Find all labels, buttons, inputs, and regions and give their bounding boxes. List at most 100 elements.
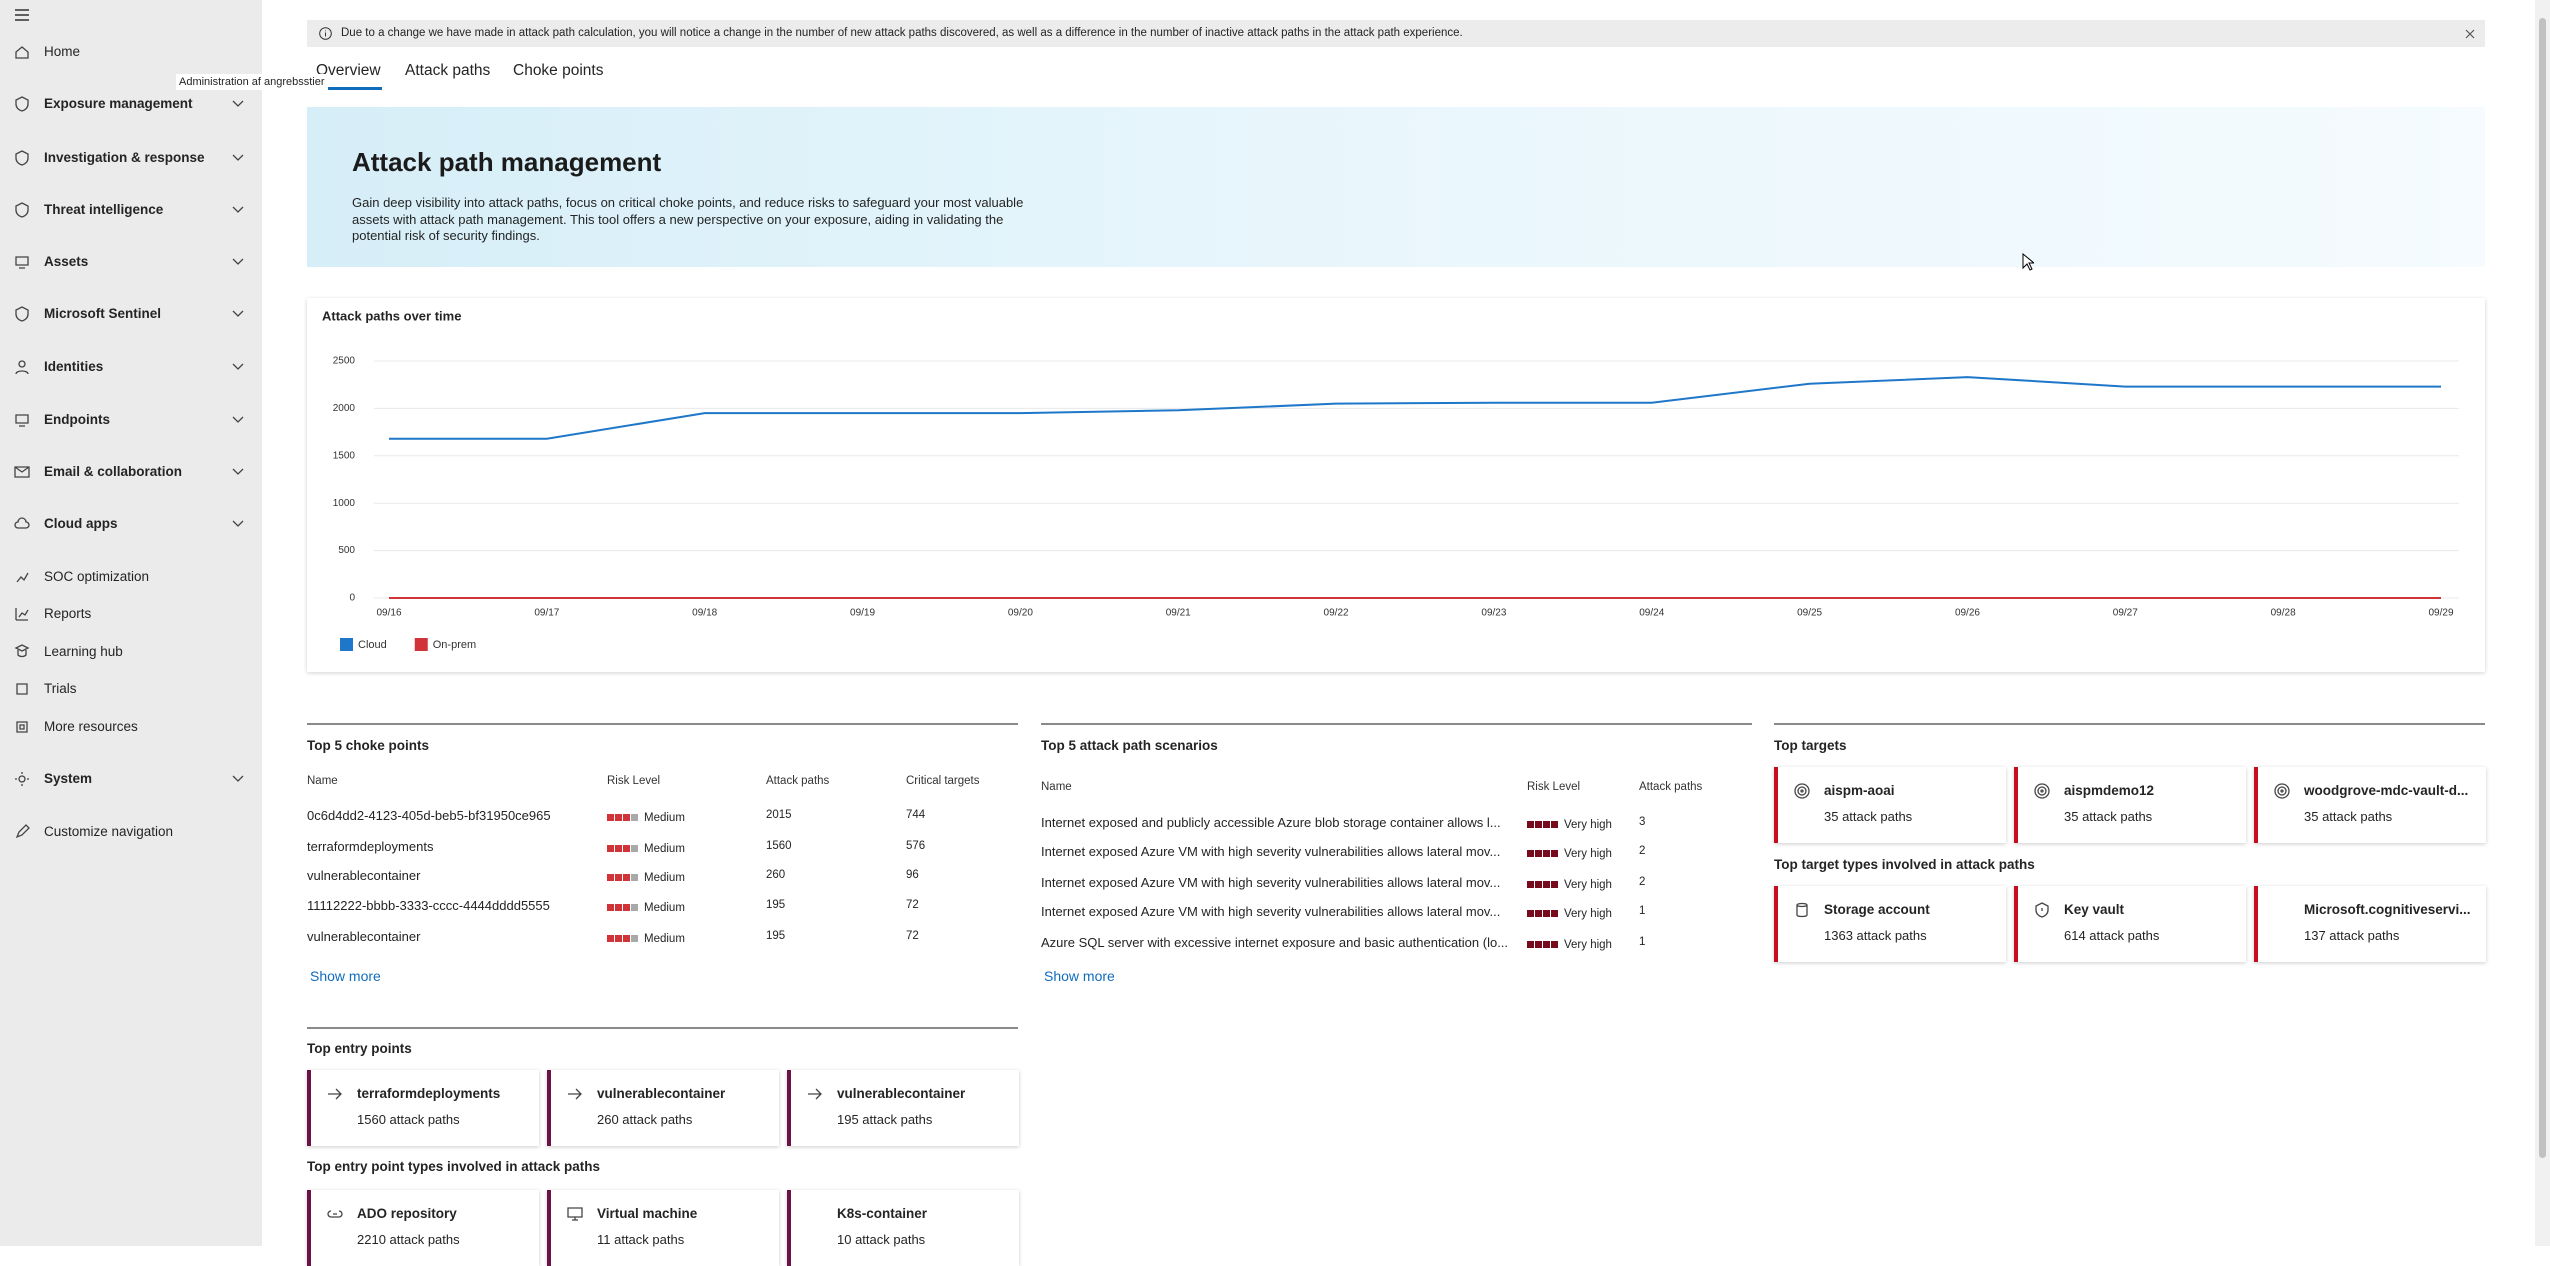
risk-level: Medium bbox=[644, 842, 685, 855]
tile-name[interactable]: K8s-container bbox=[837, 1206, 928, 1221]
nav-label[interactable]: Reports bbox=[44, 606, 92, 621]
close-button[interactable] bbox=[2465, 29, 2475, 39]
tile[interactable]: ADO repository 2210 attack paths bbox=[307, 1190, 539, 1266]
tile-name[interactable]: Storage account bbox=[1824, 902, 1930, 917]
nav-label[interactable]: Email & collaboration bbox=[44, 464, 183, 479]
nav-label[interactable]: More resources bbox=[44, 719, 138, 734]
risk-square bbox=[1551, 941, 1558, 949]
tile-name[interactable]: aispmdemo12 bbox=[2064, 783, 2155, 798]
icon-path bbox=[15, 360, 29, 375]
y-tick-label: 1500 bbox=[333, 450, 356, 461]
row-name[interactable]: Internet exposed Azure VM with high seve… bbox=[1041, 875, 1501, 890]
tile-name[interactable]: vulnerablecontainer bbox=[837, 1086, 966, 1101]
risk-square bbox=[623, 904, 630, 912]
x-tick-label: 09/21 bbox=[1166, 608, 1191, 619]
x-tick-label: 09/16 bbox=[376, 608, 401, 619]
nav-label[interactable]: Exposure management bbox=[44, 96, 193, 111]
nav-label[interactable]: Microsoft Sentinel bbox=[44, 306, 162, 321]
tile-name[interactable]: Key vault bbox=[2064, 902, 2125, 917]
tile-name[interactable]: Virtual machine bbox=[597, 1206, 698, 1221]
tile[interactable]: K8s-container 10 attack paths bbox=[787, 1190, 1019, 1266]
row-name[interactable]: Internet exposed Azure VM with high seve… bbox=[1041, 904, 1501, 919]
nav-item[interactable]: Home bbox=[0, 39, 262, 65]
nav-label[interactable]: Cloud apps bbox=[44, 516, 118, 531]
icon-path bbox=[15, 256, 29, 269]
nav-label[interactable]: SOC optimization bbox=[44, 569, 150, 584]
tile-name[interactable]: ADO repository bbox=[357, 1206, 457, 1221]
nav-item[interactable]: Cloud apps bbox=[0, 511, 262, 537]
tab[interactable]: Choke points bbox=[513, 62, 604, 79]
tile[interactable]: vulnerablecontainer 260 attack paths bbox=[547, 1070, 779, 1146]
tile[interactable]: Key vault 614 attack paths bbox=[2014, 886, 2246, 962]
risk-cell: Medium bbox=[607, 869, 685, 884]
scrollbar[interactable] bbox=[2535, 0, 2550, 1246]
tile[interactable]: aispm-aoai 35 attack paths bbox=[1774, 767, 2006, 843]
cell-number: 1 bbox=[1639, 936, 1646, 948]
tab[interactable]: Overview bbox=[316, 62, 381, 79]
nav-item[interactable]: Customize navigation bbox=[0, 819, 262, 845]
icon bbox=[14, 644, 30, 658]
nav-item[interactable]: Trials bbox=[0, 676, 262, 702]
show-more[interactable]: Show more bbox=[1044, 968, 1115, 984]
tile[interactable]: Virtual machine 11 attack paths bbox=[547, 1190, 779, 1266]
tile[interactable]: Storage account 1363 attack paths bbox=[1774, 886, 2006, 962]
tile[interactable]: vulnerablecontainer 195 attack paths bbox=[787, 1070, 1019, 1146]
column-header: Name bbox=[307, 775, 338, 787]
nav-label[interactable]: Customize navigation bbox=[44, 824, 174, 839]
show-more[interactable]: Show more bbox=[310, 968, 381, 984]
icon-path bbox=[1796, 902, 1808, 918]
nav-item[interactable]: Reports bbox=[0, 601, 262, 627]
row-name[interactable]: Internet exposed and publicly accessible… bbox=[1041, 815, 1501, 830]
nav-item[interactable]: Microsoft Sentinel bbox=[0, 301, 262, 327]
tile-name[interactable]: aispm-aoai bbox=[1824, 783, 1895, 798]
nav-item[interactable]: More resources bbox=[0, 714, 262, 740]
nav-item[interactable]: Identities bbox=[0, 354, 262, 380]
tile[interactable]: woodgrove-mdc-vault-d... 35 attack paths bbox=[2254, 767, 2486, 843]
nav-label[interactable]: Home bbox=[44, 44, 81, 59]
icon-path bbox=[328, 1088, 342, 1100]
nav-item[interactable]: System bbox=[0, 766, 262, 792]
nav-label[interactable]: Assets bbox=[44, 254, 89, 269]
row-name[interactable]: Azure SQL server with excessive internet… bbox=[1041, 935, 1509, 950]
nav-label[interactable]: Endpoints bbox=[44, 412, 110, 427]
nav-label[interactable]: Trials bbox=[44, 681, 77, 696]
nav-item[interactable]: Email & collaboration bbox=[0, 459, 262, 485]
nav-label[interactable]: Learning hub bbox=[44, 644, 123, 659]
tile-name[interactable]: terraformdeployments bbox=[357, 1086, 501, 1101]
risk-square bbox=[1551, 910, 1558, 918]
icon-path bbox=[14, 466, 30, 478]
row-name[interactable]: terraformdeployments bbox=[307, 839, 434, 854]
tab[interactable]: Attack paths bbox=[405, 62, 491, 79]
nav-item[interactable]: Investigation & response bbox=[0, 145, 262, 171]
nav-label[interactable]: Investigation & response bbox=[44, 150, 205, 165]
nav-item[interactable]: Exposure management bbox=[0, 91, 262, 117]
row-name[interactable]: Internet exposed Azure VM with high seve… bbox=[1041, 844, 1501, 859]
tile-name[interactable]: woodgrove-mdc-vault-d... bbox=[2304, 783, 2469, 798]
menu-button[interactable] bbox=[14, 8, 30, 22]
row-name[interactable]: 0c6d4dd2-4123-405d-beb5-bf31950ce965 bbox=[307, 808, 551, 823]
nav-item[interactable]: Assets bbox=[0, 249, 262, 275]
tile-name[interactable]: vulnerablecontainer bbox=[597, 1086, 726, 1101]
nav-item[interactable]: SOC optimization bbox=[0, 564, 262, 590]
tile-name[interactable]: Microsoft.cognitiveservi... bbox=[2304, 902, 2471, 917]
nav-item[interactable]: Endpoints bbox=[0, 407, 262, 433]
nav-label[interactable]: System bbox=[44, 771, 93, 786]
tile[interactable]: aispmdemo12 35 attack paths bbox=[2014, 767, 2246, 843]
risk-square bbox=[631, 904, 638, 912]
nav-label[interactable]: Threat intelligence bbox=[44, 202, 164, 217]
cell-number: 195 bbox=[766, 899, 786, 911]
nav-label[interactable]: Identities bbox=[44, 359, 104, 374]
tile[interactable]: Microsoft.cognitiveservi... 137 attack pa… bbox=[2254, 886, 2486, 962]
risk-square bbox=[607, 814, 614, 822]
icon bbox=[328, 1088, 342, 1100]
tile[interactable]: terraformdeployments 1560 attack paths bbox=[307, 1070, 539, 1146]
row-name[interactable]: 11112222-bbbb-3333-cccc-4444dddd5555 bbox=[307, 898, 550, 913]
nav-item[interactable]: Learning hub bbox=[0, 639, 262, 665]
scroll-thumb[interactable] bbox=[2539, 18, 2546, 1158]
cell-number: 72 bbox=[906, 930, 919, 942]
row-name[interactable]: vulnerablecontainer bbox=[307, 929, 421, 944]
nav-item[interactable]: Threat intelligence bbox=[0, 197, 262, 223]
icon bbox=[15, 202, 29, 218]
column-header: Risk Level bbox=[1527, 781, 1581, 793]
row-name[interactable]: vulnerablecontainer bbox=[307, 868, 421, 883]
